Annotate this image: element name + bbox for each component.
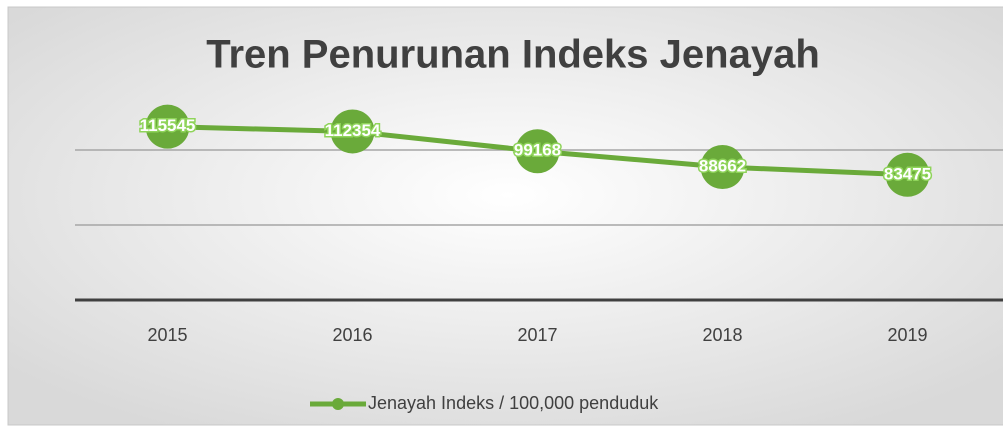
marker — [330, 109, 375, 154]
data-label: 112354 — [325, 121, 381, 140]
marker — [885, 152, 930, 197]
marker — [700, 145, 745, 190]
x-tick-label: 2017 — [517, 325, 557, 345]
x-tick-label: 2018 — [702, 325, 742, 345]
chart-area — [7, 6, 1003, 426]
marker — [515, 129, 560, 174]
data-label: 83475 — [884, 164, 931, 183]
chart-title: Tren Penurunan Indeks Jenayah — [206, 33, 820, 77]
data-label: 99168 — [514, 141, 561, 160]
x-tick-label: 2015 — [147, 325, 187, 345]
x-tick-label: 2016 — [332, 325, 372, 345]
marker — [145, 104, 190, 149]
data-label: 115545 — [140, 116, 196, 135]
legend-marker — [332, 398, 344, 410]
legend-label: Jenayah Indeks / 100,000 penduduk — [368, 393, 659, 413]
data-label: 88662 — [699, 156, 746, 175]
x-tick-label: 2019 — [887, 325, 927, 345]
